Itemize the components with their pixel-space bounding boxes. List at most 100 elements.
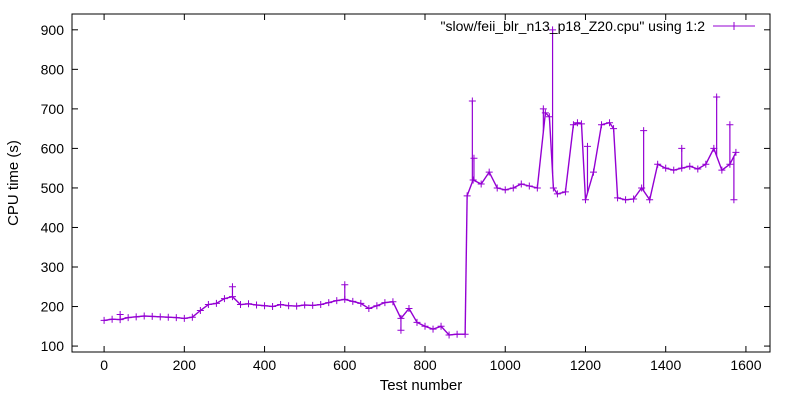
data-point [301, 301, 309, 309]
data-point [188, 313, 196, 321]
data-point [485, 168, 493, 176]
y-tick-label: 500 [41, 180, 65, 196]
data-point [196, 306, 204, 314]
data-point [349, 297, 357, 305]
data-point [236, 301, 244, 309]
series-line-segment [103, 295, 466, 336]
data-point [686, 162, 694, 170]
data-point [549, 184, 557, 192]
data-point [654, 160, 662, 168]
x-tick-label: 0 [100, 357, 108, 373]
data-point [732, 148, 740, 156]
x-tick-label: 400 [253, 357, 277, 373]
y-tick-label: 900 [41, 22, 65, 38]
data-point [533, 184, 541, 192]
data-point [610, 125, 618, 133]
data-point [453, 330, 461, 338]
data-point [589, 168, 597, 176]
data-point [573, 119, 581, 127]
data-point [253, 301, 261, 309]
y-tick-label: 200 [41, 299, 65, 315]
y-tick-label: 400 [41, 219, 65, 235]
data-point [285, 302, 293, 310]
data-point [245, 300, 253, 308]
data-point [569, 121, 577, 129]
data-point [293, 302, 301, 310]
data-point [553, 190, 561, 198]
data-point [269, 303, 277, 311]
data-point [662, 164, 670, 172]
data-point [630, 195, 638, 203]
data-point [445, 331, 453, 339]
data-point [204, 301, 212, 309]
y-axis: 100 200 300 400 500 600 700 800 900 [41, 22, 770, 354]
data-point [718, 166, 726, 174]
data-point [277, 301, 285, 309]
data-point [333, 297, 341, 305]
data-point [220, 295, 228, 303]
spike-point [470, 154, 478, 162]
data-point [172, 314, 180, 322]
data-point [413, 318, 421, 326]
data-point [421, 322, 429, 330]
spike-point [397, 326, 405, 334]
spike-point [640, 127, 648, 135]
data-point [477, 180, 485, 188]
x-tick-label: 200 [173, 357, 197, 373]
data-point [670, 166, 678, 174]
spike-point [468, 97, 476, 105]
data-point [577, 120, 585, 128]
data-point [509, 184, 517, 192]
series-layer [100, 26, 740, 339]
data-point [598, 121, 606, 129]
x-axis: 0 200 400 600 800 1000 1200 1400 1600 [100, 14, 762, 373]
data-point [389, 298, 397, 306]
y-tick-label: 300 [41, 259, 65, 275]
x-tick-label: 1000 [490, 357, 521, 373]
spike-point [678, 144, 686, 152]
data-point [124, 314, 132, 322]
spike-point [539, 105, 547, 113]
y-tick-label: 600 [41, 140, 65, 156]
data-point [622, 196, 630, 204]
plot-frame [71, 13, 771, 353]
data-point [309, 301, 317, 309]
spike-point [341, 281, 349, 289]
legend: "slow/feii_blr_n13_p18_Z20.cpu" using 1:… [441, 18, 755, 34]
data-point [469, 176, 477, 184]
legend-cross-marker [730, 22, 738, 30]
x-tick-label: 1200 [570, 357, 601, 373]
x-tick-label: 1400 [650, 357, 681, 373]
data-point [180, 314, 188, 322]
data-point [545, 113, 553, 121]
data-point [702, 160, 710, 168]
y-tick-label: 100 [41, 338, 65, 354]
data-point [357, 299, 365, 307]
data-point [581, 196, 589, 204]
data-point [100, 316, 108, 324]
data-point [606, 119, 614, 127]
data-point [365, 305, 373, 313]
legend-label: "slow/feii_blr_n13_p18_Z20.cpu" using 1:… [441, 18, 706, 34]
data-point [517, 180, 525, 188]
data-point [694, 165, 702, 173]
data-point [156, 313, 164, 321]
y-axis-label: CPU time (s) [5, 140, 22, 226]
x-tick-label: 600 [333, 357, 357, 373]
x-tick-label: 800 [413, 357, 437, 373]
data-point [646, 196, 654, 204]
spike-point [726, 121, 734, 129]
spike-point [730, 196, 738, 204]
data-point [317, 301, 325, 309]
spike-point [583, 142, 591, 150]
data-point [381, 299, 389, 307]
y-tick-label: 800 [41, 61, 65, 77]
x-axis-label: Test number [380, 377, 463, 394]
series-jump-line [464, 195, 468, 335]
data-point [501, 186, 509, 194]
data-point [493, 184, 501, 192]
data-point [148, 312, 156, 320]
spike-point [549, 26, 557, 34]
data-point [140, 312, 148, 320]
